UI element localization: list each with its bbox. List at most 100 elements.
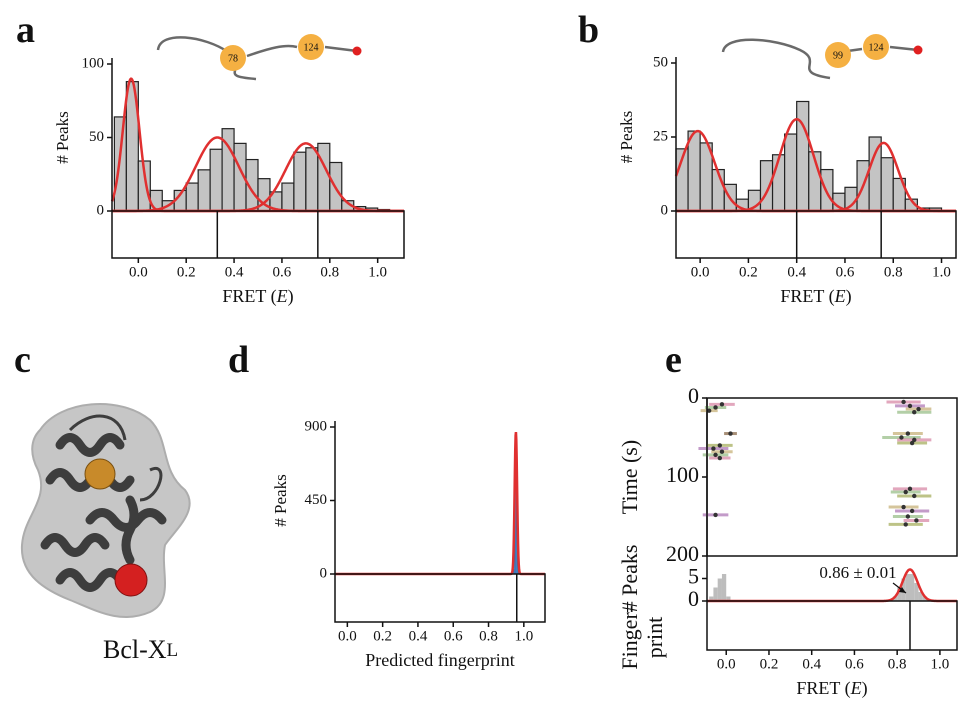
event-point (912, 437, 917, 443)
y-tick-label: 0 (661, 202, 669, 218)
bar (880, 157, 894, 212)
x-axis-label: FRET (E) (222, 286, 293, 307)
fingerprint-label: Finger- (617, 605, 642, 669)
x-tick-label: 0.2 (739, 264, 758, 280)
construct-end (913, 45, 923, 55)
protein-structure: Bcl-XL c (14, 339, 191, 664)
y-tick-label: 25 (653, 128, 668, 144)
y-axis-label: # Peaks (617, 545, 642, 613)
event-point (912, 410, 917, 415)
bar (317, 142, 331, 212)
x-axis-label-part: ) (862, 678, 868, 699)
x-axis-label-part: FRET ( (222, 286, 276, 307)
x-tick-label: 0.6 (836, 264, 855, 280)
bar (197, 169, 211, 212)
panel-letter: e (665, 339, 682, 381)
event-point (719, 449, 725, 454)
y-tick-label: 0 (688, 586, 699, 611)
bar (717, 578, 722, 601)
bar (281, 182, 295, 212)
event-point (713, 405, 718, 410)
x-axis-label-part: FRET ( (780, 286, 834, 307)
event-point (711, 446, 716, 451)
x-tick-label: 0.4 (225, 264, 244, 280)
bar (914, 583, 919, 601)
x-axis-label-part: E (834, 286, 846, 306)
x-tick-label: 0.4 (409, 628, 428, 644)
dye-site (298, 34, 324, 60)
bar (113, 116, 127, 212)
event-point (909, 440, 915, 446)
x-tick-label: 0.8 (884, 264, 903, 280)
x-tick-label: 0.0 (691, 264, 710, 280)
construct-link (246, 44, 358, 58)
y-axis-label: # Peaks (53, 111, 72, 163)
event-point (717, 455, 723, 461)
dye-label: 99 (833, 50, 843, 61)
loop (68, 414, 163, 502)
y-axis-label: # Peaks (271, 474, 290, 526)
x-tick-label: 0.8 (320, 264, 339, 280)
bar (897, 587, 902, 601)
y-tick-label: 450 (305, 492, 328, 508)
dye-site (863, 34, 889, 60)
x-tick-label: 0.2 (373, 628, 392, 644)
event-point (907, 403, 913, 409)
y-axis-label: Time (s) (617, 440, 642, 514)
x-tick-label: 0.4 (787, 264, 806, 280)
x-tick-label: 0.6 (444, 628, 463, 644)
event-point (717, 443, 723, 448)
event-point (901, 504, 906, 510)
x-tick-label: 0.4 (802, 656, 821, 672)
bar (726, 596, 731, 601)
y-axis-label: # Peaks (617, 111, 636, 163)
structure-label: Bcl-XL (103, 635, 178, 664)
bar (868, 136, 882, 212)
event-point (899, 435, 904, 440)
bar (784, 133, 798, 212)
x-axis-label-part: FRET ( (796, 678, 850, 699)
x-tick-label: 0.2 (760, 656, 779, 672)
fingerprint-box (675, 210, 957, 259)
bar (721, 574, 727, 601)
event-point (901, 399, 906, 405)
panel-letter: c (14, 339, 31, 381)
y-tick-label: 50 (653, 54, 668, 70)
x-tick-label: 0.8 (479, 628, 498, 644)
x-axis-label-part: E (850, 678, 862, 698)
arrow-head (899, 587, 906, 593)
x-axis-label-part: E (276, 286, 288, 306)
bar (513, 569, 515, 574)
y-tick-label: 900 (305, 418, 328, 434)
bar (918, 592, 923, 601)
bar (905, 574, 910, 601)
dye-label: 124 (304, 42, 319, 53)
x-axis-label: Predicted fingerprint (365, 650, 514, 670)
bar (713, 587, 718, 601)
x-tick-label: 0.6 (845, 656, 864, 672)
event-point (713, 452, 718, 458)
label: Bcl-X (103, 635, 167, 664)
bar (305, 147, 319, 212)
bar (687, 130, 701, 212)
fingerprint-box (111, 210, 405, 259)
y-tick-label: 100 (666, 462, 699, 487)
panel-letter: b (578, 9, 599, 51)
event-point (706, 408, 712, 413)
bar (796, 100, 810, 212)
event-point (912, 493, 917, 499)
x-tick-label: 0.0 (717, 656, 736, 672)
acceptor-site (114, 563, 148, 597)
event-point (905, 431, 911, 436)
event-point (907, 486, 913, 492)
event-point (914, 518, 919, 523)
construct-chain (721, 38, 831, 80)
fit-curve (335, 431, 545, 576)
fingerprint-box (706, 600, 958, 651)
x-tick-label: 0.0 (338, 628, 357, 644)
x-axis-label: FRET (E) (780, 286, 851, 307)
x-tick-label: 0.8 (888, 656, 907, 672)
x-axis-label: FRET (E) (796, 678, 867, 699)
y-tick-label: 0 (688, 383, 699, 408)
